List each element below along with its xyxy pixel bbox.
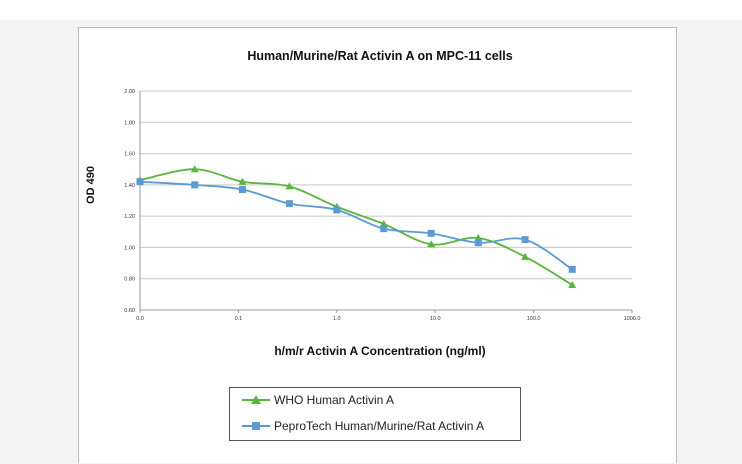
data-point-peprotech	[333, 206, 341, 214]
data-point-who	[238, 177, 247, 185]
legend: WHO Human Activin A PeproTech Human/Muri…	[229, 387, 521, 441]
data-point-peprotech	[474, 239, 482, 247]
legend-label-peprotech: PeproTech Human/Murine/Rat Activin A	[274, 419, 485, 433]
data-point-who	[521, 252, 530, 260]
data-point-who	[285, 182, 294, 190]
data-point-peprotech	[427, 229, 435, 237]
legend-item-peprotech: PeproTech Human/Murine/Rat Activin A	[242, 417, 484, 435]
data-point-peprotech	[191, 181, 199, 189]
data-point-peprotech	[568, 265, 576, 273]
chart-svg: Human/Murine/Rat Activin A on MPC-11 cel…	[85, 49, 641, 358]
y-tick-label: 1.40	[124, 183, 135, 189]
data-point-who	[190, 165, 199, 173]
data-point-peprotech	[136, 178, 144, 186]
x-tick-label: 0.1	[235, 316, 243, 322]
data-point-peprotech	[238, 186, 246, 194]
series-line-peprotech	[139, 180, 573, 271]
data-point-peprotech	[380, 225, 388, 233]
y-tick-label: 1.00	[124, 245, 135, 251]
x-tick-label: 1000.0	[624, 316, 641, 322]
y-tick-label: 2.00	[124, 89, 135, 95]
chart-card: Human/Murine/Rat Activin A on MPC-11 cel…	[78, 27, 677, 463]
x-tick-label: 0.0	[136, 316, 144, 322]
chart-title: Human/Murine/Rat Activin A on MPC-11 cel…	[247, 49, 512, 63]
y-axis-label: OD 490	[85, 166, 97, 204]
data-point-who	[427, 240, 436, 248]
y-tick-label: 1.60	[124, 152, 135, 158]
legend-item-who: WHO Human Activin A	[242, 391, 394, 409]
y-tick-label: 1.20	[124, 214, 135, 220]
y-tick-label: 1.80	[124, 120, 135, 126]
x-tick-label: 10.0	[430, 316, 441, 322]
series-line-who	[139, 168, 573, 286]
x-tick-label: 100.0	[527, 316, 541, 322]
legend-marker-square-icon	[242, 417, 270, 435]
data-point-peprotech	[285, 200, 293, 208]
data-point-who	[568, 280, 577, 288]
x-tick-label: 1.0	[333, 316, 341, 322]
x-axis-label: h/m/r Activin A Concentration (ng/ml)	[274, 344, 485, 358]
data-point-peprotech	[521, 236, 529, 244]
y-tick-label: 0.60	[124, 308, 135, 314]
y-tick-label: 0.80	[124, 277, 135, 283]
top-band	[0, 0, 742, 20]
legend-label-who: WHO Human Activin A	[274, 393, 395, 407]
legend-marker-triangle-icon	[242, 391, 270, 409]
